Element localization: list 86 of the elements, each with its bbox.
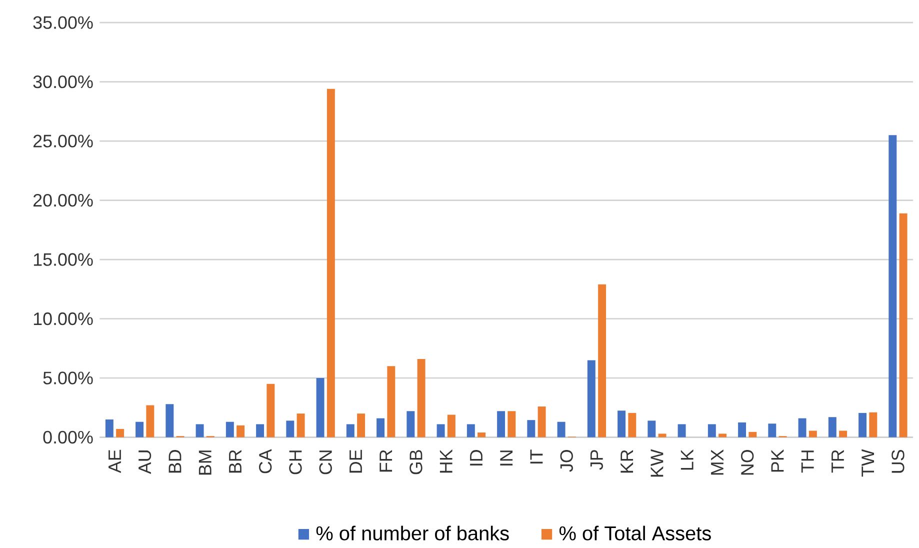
x-tick-label: PK	[771, 449, 784, 472]
bar	[417, 358, 426, 438]
x-tick-label: CA	[259, 449, 272, 474]
bar	[888, 135, 897, 438]
x-tick-label: BR	[229, 450, 242, 473]
bar	[116, 428, 124, 438]
bar	[316, 378, 324, 438]
bar	[436, 424, 445, 438]
bar	[236, 425, 245, 438]
x-tick-label: DE	[350, 450, 362, 473]
bar	[899, 213, 908, 438]
bar	[105, 419, 114, 438]
bar	[738, 422, 746, 438]
bar	[839, 430, 848, 438]
y-tick-label: 30.00%	[33, 75, 93, 88]
bar	[376, 418, 385, 438]
bar	[497, 411, 506, 438]
bar	[618, 410, 626, 438]
bar	[658, 434, 666, 438]
bar	[256, 424, 264, 438]
x-tick-label: KR	[620, 450, 634, 473]
bar	[718, 434, 727, 438]
bar	[166, 404, 174, 438]
x-tick-label: AE	[108, 450, 121, 473]
bar	[708, 424, 716, 438]
x-tick-label: TH	[801, 450, 814, 473]
bar	[357, 413, 366, 438]
bar	[447, 414, 456, 438]
bar	[748, 432, 757, 438]
bar	[146, 405, 154, 438]
x-tick-label: KW	[650, 449, 664, 476]
bar	[387, 366, 396, 438]
bar	[296, 413, 305, 438]
bar	[678, 424, 686, 438]
legend-label: % of Total Assets	[559, 526, 711, 540]
x-tick-label: FR	[380, 450, 392, 472]
x-tick-label: AU	[138, 450, 152, 474]
x-tick-label: JP	[590, 450, 603, 470]
bar	[768, 424, 776, 438]
x-tick-label: GB	[410, 450, 422, 474]
y-tick-label: 20.00%	[33, 194, 93, 207]
x-tick-label: MX	[711, 449, 724, 474]
bar	[557, 422, 566, 438]
x-tick-label: LK	[680, 449, 694, 470]
bar	[628, 412, 636, 438]
bar	[508, 411, 516, 438]
x-tick-label: HK	[440, 449, 452, 473]
bar	[798, 418, 806, 438]
bar	[598, 284, 606, 438]
bar	[406, 411, 415, 438]
bar	[136, 422, 144, 438]
bar	[587, 360, 596, 438]
bar	[828, 417, 836, 438]
y-tick-label: 5.00%	[43, 372, 93, 384]
x-tick-label: US	[892, 450, 904, 473]
bar	[266, 384, 275, 438]
x-tick-label: CH	[289, 450, 302, 474]
bar	[538, 406, 546, 438]
bar	[648, 420, 656, 438]
y-tick-label: 25.00%	[33, 134, 93, 148]
x-tick-label: IT	[530, 449, 543, 464]
legend-label: % of number of banks	[316, 526, 509, 540]
x-tick-label: CN	[319, 450, 332, 474]
bar	[226, 422, 234, 438]
bar	[858, 412, 867, 438]
bar	[466, 424, 475, 438]
bar	[527, 420, 536, 438]
y-tick-label: 15.00%	[34, 253, 93, 266]
bar	[346, 424, 354, 438]
bar	[326, 88, 335, 438]
x-tick-label: BM	[198, 450, 212, 474]
bar	[478, 432, 486, 438]
y-tick-label: 35.00%	[33, 16, 93, 29]
x-tick-label: ID	[470, 450, 482, 466]
x-tick-label: TR	[832, 450, 844, 473]
x-tick-label: IN	[500, 450, 513, 466]
bar	[196, 424, 204, 438]
x-tick-label: JO	[560, 450, 573, 472]
bar	[869, 412, 878, 438]
x-tick-label: BD	[168, 450, 182, 473]
y-tick-label: 0.00%	[43, 430, 93, 444]
x-tick-label: NO	[741, 450, 754, 474]
bar	[808, 430, 817, 438]
x-tick-label: TW	[862, 449, 874, 477]
bar	[286, 420, 294, 438]
y-tick-label: 10.00%	[34, 312, 93, 326]
